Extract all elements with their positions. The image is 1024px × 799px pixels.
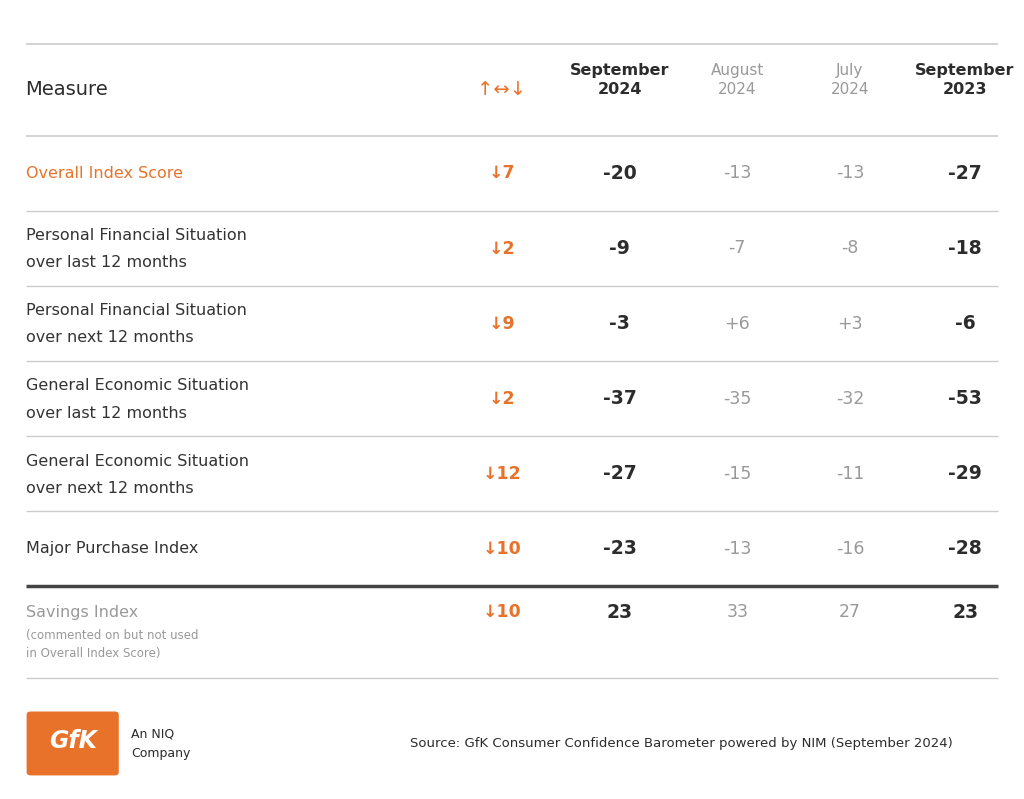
Text: Personal Financial Situation: Personal Financial Situation (26, 229, 247, 243)
Text: (commented on but not used
in Overall Index Score): (commented on but not used in Overall In… (26, 629, 198, 660)
Text: -3: -3 (609, 314, 630, 333)
Text: -28: -28 (948, 539, 982, 559)
FancyBboxPatch shape (27, 711, 119, 775)
Text: -32: -32 (836, 390, 864, 407)
Text: An NIQ: An NIQ (131, 727, 174, 741)
Text: -23: -23 (602, 539, 637, 559)
Text: ↓2: ↓2 (488, 390, 515, 407)
Text: ↓2: ↓2 (488, 240, 515, 257)
Text: 23: 23 (952, 602, 978, 622)
Text: -13: -13 (723, 165, 752, 182)
Text: ↓10: ↓10 (482, 540, 521, 558)
Text: -11: -11 (836, 465, 864, 483)
Text: September
2024: September 2024 (569, 63, 670, 97)
Text: +3: +3 (837, 315, 863, 332)
Text: over last 12 months: over last 12 months (26, 256, 186, 270)
Text: General Economic Situation: General Economic Situation (26, 454, 249, 468)
Text: -53: -53 (948, 389, 982, 408)
Text: -9: -9 (609, 239, 630, 258)
Text: July
2024: July 2024 (830, 63, 869, 97)
Text: -6: -6 (954, 314, 976, 333)
Text: 33: 33 (726, 603, 749, 621)
Text: Company: Company (131, 746, 190, 760)
Text: General Economic Situation: General Economic Situation (26, 379, 249, 393)
Text: -13: -13 (723, 540, 752, 558)
Text: September
2023: September 2023 (915, 63, 1015, 97)
Text: -16: -16 (836, 540, 864, 558)
Text: -37: -37 (602, 389, 637, 408)
Text: -20: -20 (603, 164, 636, 183)
Text: -35: -35 (723, 390, 752, 407)
Text: -8: -8 (842, 240, 858, 257)
Text: Measure: Measure (26, 81, 109, 99)
Text: ↓10: ↓10 (482, 603, 521, 621)
Text: -18: -18 (948, 239, 982, 258)
Text: ↓12: ↓12 (482, 465, 521, 483)
Text: -29: -29 (948, 464, 982, 483)
Text: 23: 23 (606, 602, 633, 622)
Text: Overall Index Score: Overall Index Score (26, 166, 182, 181)
Text: -27: -27 (948, 164, 982, 183)
Text: +6: +6 (724, 315, 751, 332)
Text: Major Purchase Index: Major Purchase Index (26, 542, 198, 556)
Text: -7: -7 (729, 240, 745, 257)
Text: -15: -15 (723, 465, 752, 483)
Text: Savings Index: Savings Index (26, 605, 138, 620)
Text: GfK: GfK (49, 729, 96, 753)
Text: over next 12 months: over next 12 months (26, 331, 194, 345)
Text: 27: 27 (839, 603, 861, 621)
Text: ↑↔↓: ↑↔↓ (477, 81, 526, 99)
Text: ↓7: ↓7 (488, 165, 515, 182)
Text: over last 12 months: over last 12 months (26, 406, 186, 420)
Text: August
2024: August 2024 (711, 63, 764, 97)
Text: Personal Financial Situation: Personal Financial Situation (26, 304, 247, 318)
Text: -13: -13 (836, 165, 864, 182)
Text: ↓9: ↓9 (488, 315, 515, 332)
Text: -27: -27 (603, 464, 636, 483)
Text: over next 12 months: over next 12 months (26, 481, 194, 495)
Text: Source: GfK Consumer Confidence Barometer powered by NIM (September 2024): Source: GfK Consumer Confidence Baromete… (410, 737, 952, 750)
